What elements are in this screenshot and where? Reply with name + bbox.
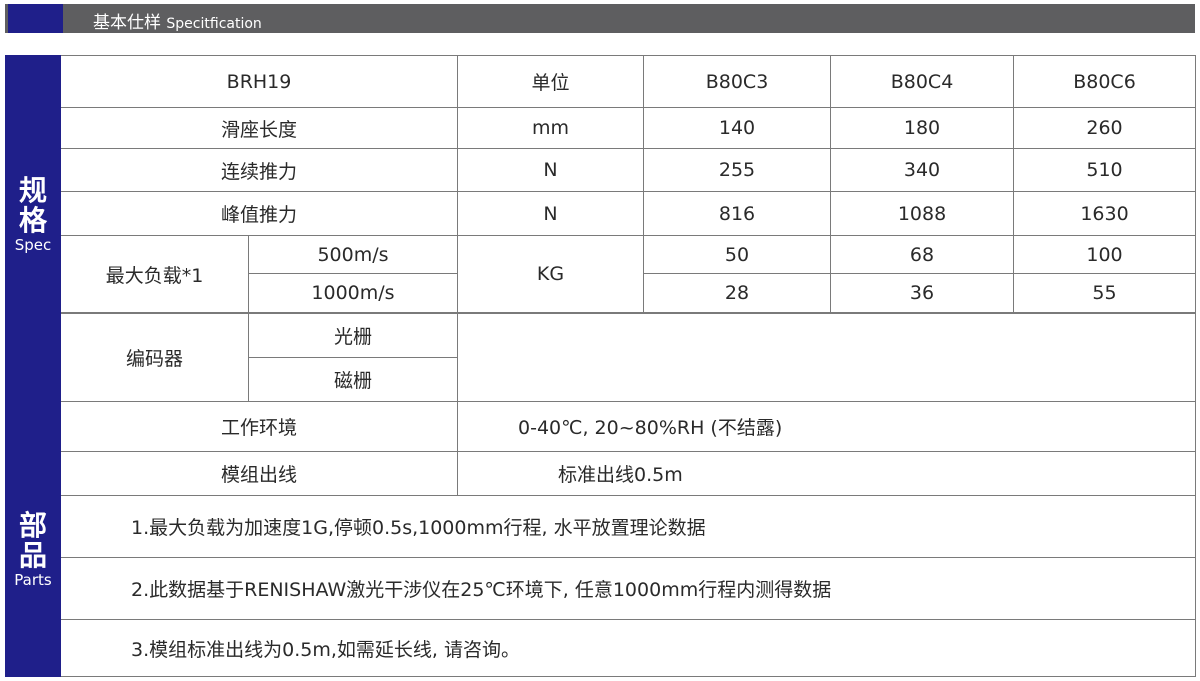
parts-cn-2: 品 — [18, 539, 47, 572]
spec-section-label: 规格 Spec — [5, 55, 61, 314]
title-en: Specitfication — [166, 16, 262, 32]
table-row: 部品 Parts 编码器 光栅 — [5, 313, 1197, 677]
table-header-row: 规格 Spec BRH19 单位 B80C3 B80C4 B80C6 — [5, 55, 1197, 314]
note-row: 3.模组标准出线为0.5m,如需延长线, 请咨询。 — [6, 619, 1197, 677]
row-label: 工作环境 — [59, 401, 459, 452]
row-label: 滑座长度 — [59, 107, 459, 149]
parts-section-label: 部品 Parts — [5, 313, 61, 677]
cell: 1088 — [830, 191, 1015, 236]
cell: 340 — [830, 148, 1015, 192]
cell: 180 — [830, 107, 1015, 149]
note: 2.此数据基于RENISHAW激光干涉仪在25℃环境下, 任意1000mm行程内… — [59, 557, 1197, 620]
cell: 28 — [643, 273, 832, 313]
environment-value: 0-40℃, 20~80%RH (不结露) — [457, 401, 1197, 452]
table-row: 最大负载*1 500m/s KG 50 68 100 — [6, 235, 1197, 313]
sub-label: 500m/s — [247, 235, 459, 274]
empty-cell — [457, 313, 1197, 402]
cell: 55 — [1013, 273, 1197, 313]
sub-label: 磁栅 — [247, 357, 459, 402]
spec-en: Spec — [14, 235, 52, 254]
cell: 50 — [643, 235, 832, 274]
table-row: 工作环境 0-40℃, 20~80%RH (不结露) — [6, 401, 1197, 452]
row-label: 最大负载*1 — [60, 235, 249, 313]
col-header: B80C4 — [830, 55, 1015, 108]
col-header: B80C6 — [1013, 55, 1197, 108]
cell: 68 — [830, 235, 1015, 274]
table-row: 连续推力 N 255 340 510 — [6, 148, 1197, 192]
row-unit: N — [457, 148, 645, 192]
cable-value: 标准出线0.5m — [457, 451, 1197, 496]
note: 1.最大负载为加速度1G,停顿0.5s,1000mm行程, 水平放置理论数据 — [59, 495, 1197, 558]
cell: 100 — [1013, 235, 1197, 274]
col-header: B80C3 — [643, 55, 832, 108]
cell: 510 — [1013, 148, 1197, 192]
note-row: 2.此数据基于RENISHAW激光干涉仪在25℃环境下, 任意1000mm行程内… — [6, 557, 1197, 620]
row-unit: KG — [457, 235, 645, 313]
note: 3.模组标准出线为0.5m,如需延长线, 请咨询。 — [59, 619, 1197, 677]
row-unit: mm — [457, 107, 645, 149]
row-unit: N — [457, 191, 645, 236]
row-label: 编码器 — [60, 313, 249, 402]
table-row: 1000m/s 28 36 55 — [6, 273, 1197, 313]
section-title: 基本仕样 Specitfication — [93, 8, 262, 33]
header-accent-block — [8, 4, 63, 33]
sub-label: 光栅 — [247, 313, 459, 358]
cell: 140 — [643, 107, 832, 149]
cell: 1630 — [1013, 191, 1197, 236]
row-label: 连续推力 — [59, 148, 459, 192]
parts-en: Parts — [14, 571, 52, 589]
unit-header: 单位 — [457, 55, 645, 108]
row-label: 峰值推力 — [59, 191, 459, 236]
note-row: 1.最大负载为加速度1G,停顿0.5s,1000mm行程, 水平放置理论数据 — [6, 495, 1197, 558]
spec-cn-2: 格 — [18, 203, 47, 237]
table-row: 模组出线 标准出线0.5m — [6, 451, 1197, 496]
table-row: 磁栅 — [6, 357, 1196, 402]
cell: 255 — [643, 148, 832, 192]
table-row: 峰值推力 N 816 1088 1630 — [6, 191, 1197, 236]
title-cn: 基本仕样 — [93, 13, 161, 33]
sub-label: 1000m/s — [247, 273, 459, 313]
model-header: BRH19 — [59, 55, 459, 108]
cell: 36 — [830, 273, 1015, 313]
cell: 816 — [643, 191, 832, 236]
spec-table: 规格 Spec BRH19 单位 B80C3 B80C4 B80C6 滑座长度 m… — [5, 55, 1197, 677]
row-label: 模组出线 — [59, 451, 459, 496]
parts-cn-1: 部 — [18, 509, 47, 542]
spec-cn-1: 规 — [18, 173, 47, 207]
table-row: 滑座长度 mm 140 180 260 — [6, 107, 1197, 149]
cell: 260 — [1013, 107, 1197, 149]
section-header: 基本仕样 Specitfication — [5, 4, 1195, 33]
